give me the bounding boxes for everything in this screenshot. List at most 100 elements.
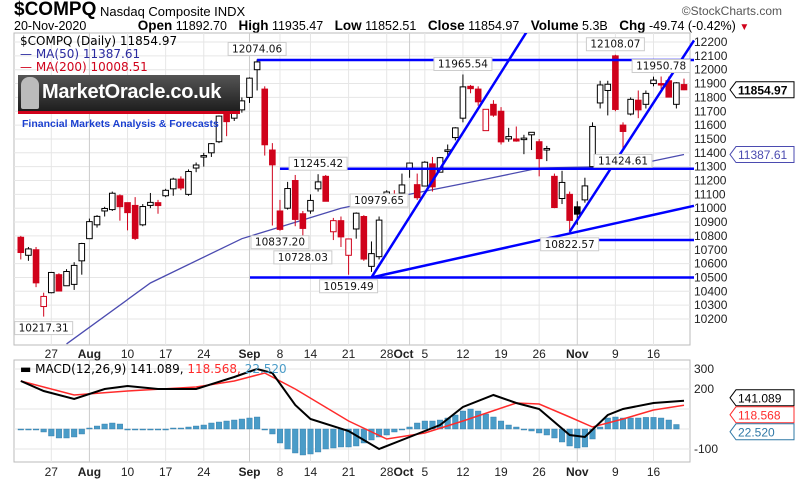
candle	[528, 131, 535, 151]
candle-body	[78, 243, 86, 262]
candle-body	[551, 175, 558, 209]
candle	[467, 84, 474, 94]
macd-histogram-bar	[261, 428, 268, 431]
candle	[352, 212, 360, 239]
candle-body	[680, 84, 688, 91]
candle-body	[573, 206, 581, 215]
date-axis-tick: Oct	[394, 465, 414, 479]
candle	[680, 78, 688, 91]
macd-histogram-bar	[635, 417, 642, 430]
candle	[581, 177, 589, 203]
candle-body	[375, 219, 383, 258]
macd-histogram-bar	[254, 416, 261, 430]
macd-histogram-bar	[658, 417, 665, 430]
annotation-box	[273, 250, 333, 265]
trendline	[370, 33, 528, 279]
logo-tagline: Financial Markets Analysis & Forecasts	[22, 118, 219, 130]
macd-axis-tick: 200	[694, 382, 714, 396]
date-axis-tick: 12	[456, 347, 470, 361]
macd-histogram-bar	[315, 428, 322, 453]
macd-histogram-bar	[345, 428, 352, 448]
candle	[490, 100, 497, 117]
date-axis-tick: Sep	[238, 347, 260, 361]
date-axis-tick: Sep	[238, 465, 260, 479]
price-axis-tick: 10300	[694, 298, 728, 312]
candle-body	[558, 181, 566, 200]
candle	[330, 217, 337, 241]
candle	[169, 177, 177, 196]
ma50-label: MA(50) 11387.61	[35, 47, 141, 61]
macd-histogram-bar	[330, 428, 337, 449]
annotation-text: 10217.31	[19, 323, 69, 335]
candle-body	[642, 92, 650, 105]
candle-body	[467, 85, 474, 90]
date-axis-tick: 28	[380, 465, 394, 479]
date-axis-tick: 27	[45, 347, 59, 361]
date-axis-tick: 10	[121, 347, 135, 361]
close-label: Close	[427, 18, 465, 33]
candle-body	[47, 271, 55, 294]
copyright[interactable]: ©StockCharts.com	[681, 4, 782, 18]
candle	[307, 194, 314, 214]
candle-body	[17, 236, 25, 254]
price-annotation: 11245.42	[288, 156, 348, 171]
candle-body	[147, 201, 154, 206]
date-axis-tick: 14	[304, 347, 318, 361]
macd-histogram-bar	[86, 427, 93, 430]
candle	[413, 173, 421, 200]
last-value-tag-box	[729, 81, 795, 99]
annotation-box	[227, 41, 287, 56]
date-axis-tick: 26	[532, 465, 546, 479]
annotation-box	[319, 279, 379, 294]
macd-histogram-bar	[33, 428, 40, 431]
price-axis-tick: 10900	[694, 215, 728, 229]
price-annotation: 11424.61	[593, 153, 653, 168]
price-annotation: 10979.65	[349, 193, 409, 208]
annotation-text: 11245.42	[293, 158, 343, 170]
price-axis-tick: 11900	[694, 77, 727, 91]
price-annotation: 10519.49	[319, 279, 379, 294]
macd-histogram-bar	[536, 428, 543, 434]
macd-histogram-bar	[337, 428, 344, 448]
macd-histogram-bar	[406, 426, 413, 430]
candle-body	[581, 185, 589, 201]
candle-body	[154, 202, 162, 207]
annotation-box	[250, 235, 310, 250]
annotation-text: 10979.65	[354, 195, 404, 207]
candle	[459, 74, 467, 123]
macd-histogram-bar	[78, 428, 85, 435]
candle-body	[619, 124, 627, 132]
candle	[589, 122, 596, 168]
candle	[200, 152, 208, 167]
legend-main: $COMPQ (Daily) 11854.97	[20, 34, 178, 48]
candle	[185, 169, 192, 196]
date-axis-tick: 27	[45, 465, 59, 479]
hist-tag: 22.520	[729, 423, 795, 441]
macd-histogram-bar	[482, 413, 489, 430]
annotation-box	[288, 156, 348, 171]
candle-body	[657, 83, 665, 86]
low-label: Low	[334, 18, 362, 33]
date-axis-tick: 8	[277, 465, 284, 479]
macd-histogram-bar	[665, 419, 672, 430]
candle	[284, 181, 291, 210]
candle	[512, 126, 520, 142]
annotation-box	[540, 237, 600, 252]
signal-tag-box	[729, 406, 795, 424]
annotation-text: 11965.54	[438, 58, 488, 70]
close-value: 11854.97	[468, 19, 520, 33]
macd-histogram-bar	[520, 428, 527, 431]
price-annotation: 12108.07	[585, 37, 645, 52]
volume-label: Volume	[530, 18, 579, 33]
volume-value: 5.3B	[582, 19, 608, 33]
candle-body	[612, 55, 619, 110]
price-axis-tick: 12100	[694, 49, 728, 63]
date-axis-tick: 16	[647, 465, 661, 479]
candle-body	[634, 99, 642, 111]
open-label: Open	[137, 18, 173, 33]
macd-histogram-bar	[391, 428, 398, 433]
date-axis-tick: 17	[159, 465, 173, 479]
legend-ma200: — MA(200) 10008.51	[20, 60, 148, 74]
chg-value: -49.74 (-0.42%)	[648, 19, 736, 33]
date-axis-tick: 26	[532, 347, 546, 361]
